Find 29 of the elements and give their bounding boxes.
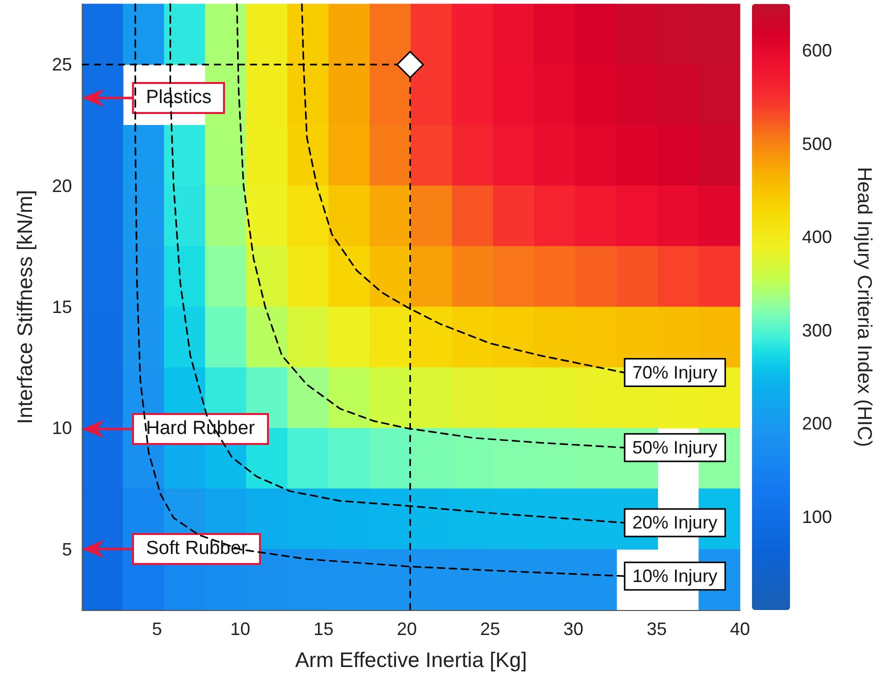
series-label: 10% Injury: [632, 566, 718, 586]
y-tick-label: 5: [62, 539, 72, 560]
y-axis-title: Interface Stiffness [kN/m]: [14, 190, 37, 424]
series-label: 50% Injury: [632, 438, 718, 458]
x-tick-label: 5: [152, 619, 162, 639]
color-bar-label: 500: [802, 134, 832, 154]
x-tick-label: 10: [230, 619, 250, 639]
series-label: 70% Injury: [632, 362, 718, 382]
y-tick-label: 20: [52, 176, 72, 196]
y-tick-label: 15: [52, 297, 72, 317]
x-tick-label: 35: [646, 619, 667, 639]
x-tick-label: 15: [314, 619, 334, 639]
color-bar-label: 400: [802, 227, 832, 248]
x-tick-label: 30: [563, 619, 584, 639]
color-bar-label: 300: [802, 320, 832, 340]
annotation: Soft Rubber: [132, 533, 262, 565]
color-bar-title: Head Injury Criteria Index (HIC): [853, 166, 875, 448]
color-bar-label: 200: [802, 414, 832, 434]
color-bar-label: 600: [802, 40, 832, 61]
annotation: Plastics: [132, 82, 226, 114]
y-tick-label: 25: [52, 54, 72, 75]
annotation: Hard Rubber: [132, 413, 269, 445]
x-axis-title: Arm Effective Inertia [Kg]: [295, 649, 527, 672]
x-tick-label: 25: [480, 619, 500, 639]
color-bar-label: 100: [802, 506, 832, 527]
y-tick-label: 10: [52, 418, 72, 438]
series-label: 20% Injury: [632, 512, 718, 533]
x-tick-label: 40: [730, 619, 750, 639]
x-tick-label: 20: [396, 619, 417, 639]
